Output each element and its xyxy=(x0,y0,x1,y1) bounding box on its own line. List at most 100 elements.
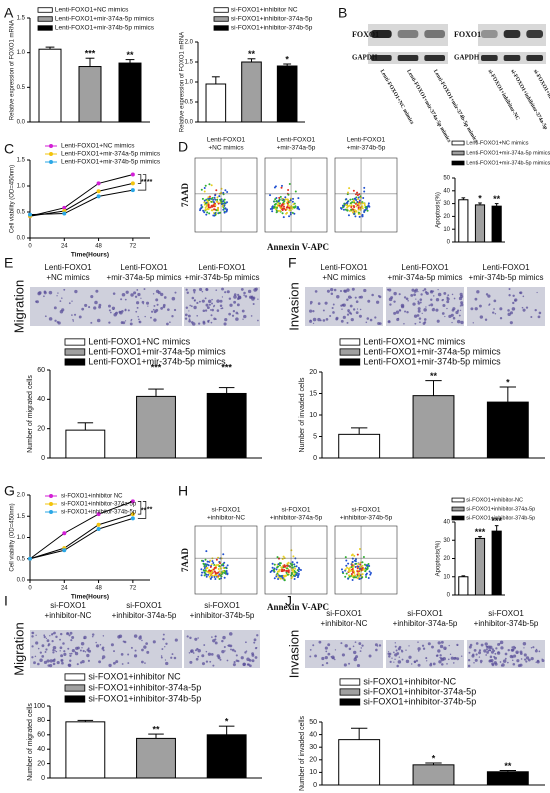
micrograph xyxy=(184,630,260,668)
stained-cell xyxy=(460,320,464,325)
stained-cell xyxy=(243,314,247,319)
flow-event xyxy=(225,210,228,213)
flow-event xyxy=(296,576,299,579)
flow-event xyxy=(215,189,218,192)
stained-cell xyxy=(322,319,326,322)
stained-cell xyxy=(212,664,215,667)
blot-band xyxy=(503,30,521,38)
significance: *** xyxy=(475,527,486,537)
stained-cell xyxy=(96,318,101,323)
stained-cell xyxy=(394,642,396,644)
x-tick-label: 72 xyxy=(130,586,137,592)
bar xyxy=(276,65,298,123)
flow-event xyxy=(218,573,221,576)
stained-cell xyxy=(211,636,213,638)
stained-cell xyxy=(512,301,515,305)
flow-title: +mir-374b-5p xyxy=(347,145,386,152)
flow-event xyxy=(216,198,219,201)
image-side-label: Migration xyxy=(11,622,26,675)
stained-cell xyxy=(232,309,236,313)
stained-cell xyxy=(110,643,114,647)
stained-cell xyxy=(396,664,399,668)
stained-cell xyxy=(470,307,474,311)
stained-cell xyxy=(127,653,130,656)
flow-event xyxy=(282,201,285,204)
stained-cell xyxy=(411,288,415,292)
flow-event xyxy=(293,578,296,581)
flow-event xyxy=(341,570,344,573)
stained-cell xyxy=(430,298,433,301)
stained-cell xyxy=(196,314,199,317)
stained-cell xyxy=(459,292,463,296)
y-axis-label: Cell viability (OD=450nm) xyxy=(10,503,16,571)
flow-event xyxy=(294,571,297,574)
series-point xyxy=(130,516,135,521)
flow-event xyxy=(291,563,294,566)
stained-cell xyxy=(189,304,191,307)
stained-cell xyxy=(70,652,73,655)
flow-event xyxy=(203,567,206,570)
stained-cell xyxy=(339,289,343,293)
flow-event xyxy=(346,200,349,203)
stained-cell xyxy=(406,310,409,314)
stained-cell xyxy=(209,660,212,663)
stained-cell xyxy=(371,293,374,297)
flow-event xyxy=(293,563,296,566)
stained-cell xyxy=(31,645,34,648)
flow-event xyxy=(287,189,290,192)
stained-cell xyxy=(348,311,352,314)
flow-event xyxy=(288,215,291,218)
stained-cell xyxy=(202,309,206,313)
flow-event xyxy=(210,184,213,187)
stained-cell xyxy=(432,662,436,666)
y-tick-label: 0 xyxy=(447,593,451,599)
stained-cell xyxy=(507,648,510,652)
stained-cell xyxy=(212,639,216,643)
flow-event xyxy=(289,562,292,565)
stained-cell xyxy=(219,658,222,661)
flow-event xyxy=(352,571,355,574)
stained-cell xyxy=(141,639,143,642)
flow-event xyxy=(199,207,202,210)
stained-cell xyxy=(512,294,515,298)
flow-event xyxy=(292,570,295,573)
stained-cell xyxy=(363,288,367,293)
stained-cell xyxy=(77,646,80,650)
flow-plot xyxy=(194,525,258,595)
image-title: +inhibitor-374b-5p xyxy=(474,619,539,628)
image-title: +mir-374b-5p mimics xyxy=(185,273,260,282)
stained-cell xyxy=(48,317,53,321)
stained-cell xyxy=(108,663,112,668)
stained-cell xyxy=(120,298,123,301)
flow-event xyxy=(222,566,225,569)
flow-event xyxy=(279,195,282,198)
stained-cell xyxy=(430,303,434,307)
image-title: +mir-374a-5p mimics xyxy=(107,273,182,282)
y-tick-label: 1.0 xyxy=(17,184,26,190)
legend-swatch xyxy=(451,140,465,146)
stained-cell xyxy=(519,650,523,654)
stained-cell xyxy=(247,289,252,294)
stained-cell xyxy=(169,321,171,324)
flow-event xyxy=(358,215,361,218)
stained-cell xyxy=(309,302,312,305)
stained-cell xyxy=(435,654,439,657)
stained-cell xyxy=(130,293,134,297)
flow-title: +inhibitor-NC xyxy=(207,515,245,522)
flow-event xyxy=(212,214,215,217)
flow-event xyxy=(269,194,272,197)
stained-cell xyxy=(233,293,237,296)
stained-cell xyxy=(224,318,228,322)
flow-event xyxy=(295,573,298,576)
y-tick-label: 5 xyxy=(313,433,317,440)
flow-event xyxy=(276,574,279,577)
stained-cell xyxy=(346,321,349,324)
stained-cell xyxy=(201,654,205,658)
stained-cell xyxy=(67,663,71,667)
significance: ** xyxy=(248,49,256,59)
flow-title: si-FOXO1 xyxy=(212,507,241,514)
stained-cell xyxy=(423,308,427,312)
series-point xyxy=(130,181,135,186)
stained-cell xyxy=(150,310,154,313)
stained-cell xyxy=(484,318,488,321)
